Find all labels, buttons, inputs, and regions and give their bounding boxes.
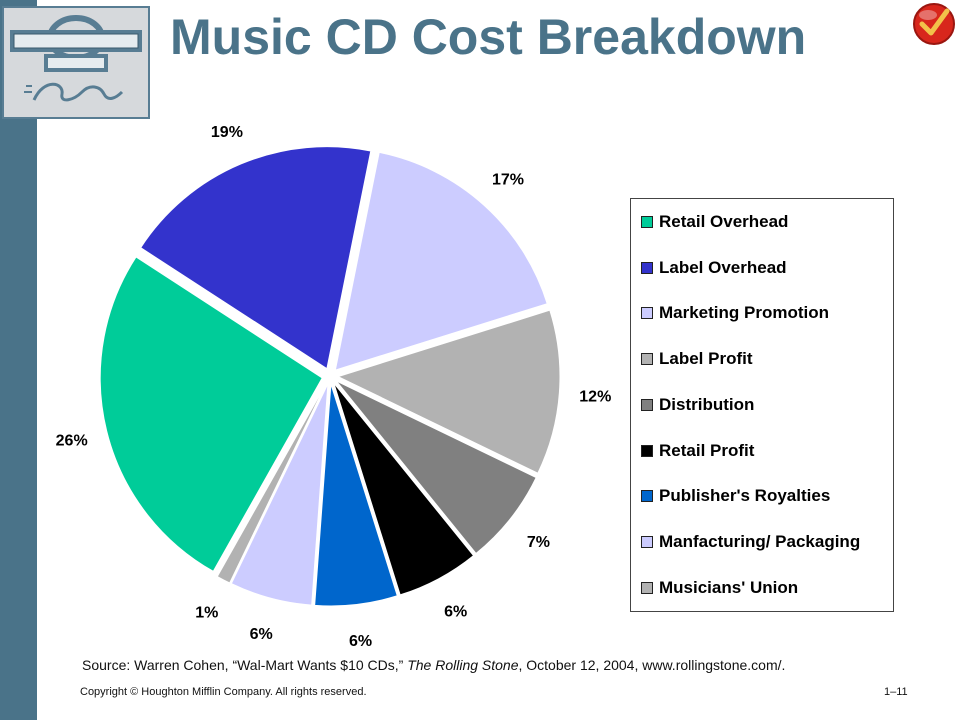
legend-item: Distribution bbox=[641, 394, 754, 416]
legend-item: Retail Overhead bbox=[641, 211, 788, 233]
legend-item: Marketing Promotion bbox=[641, 302, 829, 324]
data-label: 7% bbox=[527, 534, 550, 551]
source-citation: Source: Warren Cohen, “Wal-Mart Wants $1… bbox=[82, 657, 785, 673]
legend-item: Publisher's Royalties bbox=[641, 485, 830, 507]
legend-item: Musicians' Union bbox=[641, 577, 798, 599]
legend-swatch bbox=[641, 490, 653, 503]
pie-slice-publisher-s-royalties bbox=[314, 383, 398, 607]
source-suffix: , October 12, 2004, www.rollingstone.com… bbox=[518, 657, 786, 673]
pie-slice-retail-overhead bbox=[99, 256, 323, 572]
slide-title: Music CD Cost Breakdown bbox=[170, 9, 807, 65]
data-label: 26% bbox=[56, 432, 88, 449]
legend-label: Musicians' Union bbox=[659, 577, 799, 597]
side-bar bbox=[0, 0, 37, 720]
data-label: 6% bbox=[250, 626, 273, 643]
data-label: 6% bbox=[349, 633, 372, 650]
copyright-notice: Copyright © Houghton Mifflin Company. Al… bbox=[80, 686, 367, 698]
legend-label: Publisher's Royalties bbox=[659, 486, 831, 506]
data-label: 1% bbox=[195, 605, 218, 622]
pie-slice-label-overhead bbox=[140, 146, 372, 370]
legend-swatch bbox=[641, 216, 653, 228]
legend-swatch bbox=[641, 353, 653, 366]
data-label: 19% bbox=[211, 124, 243, 141]
pie-slice-label-profit bbox=[336, 309, 561, 474]
legend-item: Manfacturing/ Packaging bbox=[641, 531, 860, 553]
source-publication: The Rolling Stone bbox=[407, 657, 519, 673]
legend-label: Label Overhead bbox=[659, 257, 787, 277]
legend-swatch bbox=[641, 398, 653, 411]
pie-slice-retail-profit bbox=[333, 382, 475, 596]
page-number: 1–11 bbox=[884, 686, 908, 698]
check-mark-icon bbox=[912, 2, 956, 46]
legend-swatch bbox=[641, 535, 653, 548]
legend-item: Retail Profit bbox=[641, 440, 754, 462]
legend-label: Marketing Promotion bbox=[659, 303, 830, 323]
legend-item: Label Overhead bbox=[641, 257, 787, 279]
legend-swatch bbox=[641, 444, 653, 457]
legend-label: Distribution bbox=[659, 394, 755, 414]
legend-label: Retail Overhead bbox=[659, 212, 789, 231]
data-label: 17% bbox=[492, 171, 524, 188]
pride-ferrell-logo bbox=[2, 6, 150, 119]
legend-label: Label Profit bbox=[659, 349, 753, 369]
legend-swatch bbox=[641, 261, 653, 274]
pie-slice-marketing-promotion bbox=[334, 151, 548, 371]
pie-slice-musicians-union bbox=[216, 382, 327, 584]
chart-legend: Retail Overhead Label Overhead Marketing P… bbox=[630, 198, 894, 612]
data-label: 6% bbox=[444, 603, 467, 620]
legend-swatch bbox=[641, 581, 653, 594]
legend-label: Manfacturing/ Packaging bbox=[659, 531, 861, 551]
pie-slice-manfacturing-packaging bbox=[230, 383, 329, 606]
source-prefix: Source: Warren Cohen, “Wal-Mart Wants $1… bbox=[82, 657, 408, 673]
data-label: 12% bbox=[579, 388, 611, 405]
pie-slice-distribution bbox=[335, 380, 537, 555]
legend-swatch bbox=[641, 307, 653, 320]
legend-label: Retail Profit bbox=[659, 440, 755, 460]
legend-item: Label Profit bbox=[641, 348, 753, 370]
